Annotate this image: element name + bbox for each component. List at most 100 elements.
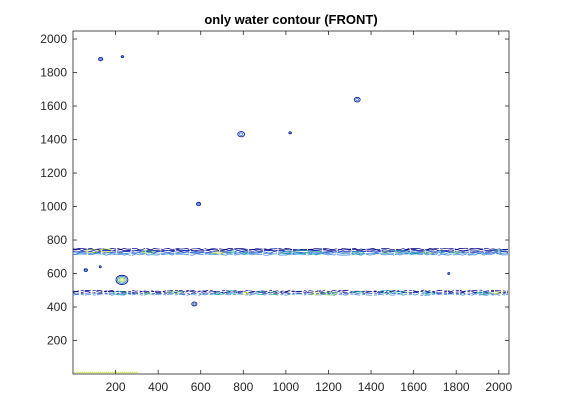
contour-spot <box>281 251 295 255</box>
contour-spot <box>168 291 184 294</box>
contour-spot <box>382 250 390 255</box>
contour-blob <box>191 301 198 307</box>
y-tick-label: 1000 <box>40 200 67 214</box>
contour-spot <box>438 250 446 253</box>
strip-segment <box>77 371 80 374</box>
bottom-contour-strip <box>73 371 138 374</box>
contour-ring <box>191 301 198 307</box>
contour-line <box>72 247 509 251</box>
contour-ring <box>120 55 125 59</box>
x-tick-label: 800 <box>233 380 253 394</box>
contour-spot <box>295 249 309 254</box>
contour-blob <box>98 265 102 269</box>
contour-ring <box>99 265 102 268</box>
contour-blob <box>115 274 129 285</box>
contour-spot <box>144 292 152 295</box>
strip-segment <box>75 371 78 374</box>
contour-spot <box>242 292 250 296</box>
contour-blob <box>237 131 245 138</box>
contour-spot <box>351 251 365 255</box>
contour-line <box>72 291 509 294</box>
contour-spot <box>242 251 250 255</box>
contour-spot <box>309 251 323 255</box>
x-tick-label: 1200 <box>315 380 342 394</box>
contour-spot <box>255 291 265 295</box>
y-axis: 200 400 600 800 1000 1200 1400 1600 1800 2000 <box>40 32 509 348</box>
contour-spot <box>141 250 155 254</box>
x-tick-label: 200 <box>106 380 126 394</box>
y-tick-label: 1600 <box>40 99 67 113</box>
strip-segment <box>99 371 102 374</box>
contour-ring <box>447 272 450 275</box>
contour-ring <box>83 268 88 272</box>
contour-spot <box>322 291 338 296</box>
strip-segment <box>101 371 104 374</box>
strip-segment <box>119 371 122 374</box>
contour-line <box>72 253 509 256</box>
contour-ring <box>239 132 244 136</box>
contour-blob <box>353 96 361 103</box>
strip-segment <box>95 371 98 374</box>
contour-ring <box>447 272 451 275</box>
contour-spot <box>212 292 224 295</box>
contour-band <box>72 289 509 296</box>
y-tick-label: 800 <box>47 233 67 247</box>
y-tick-label: 1200 <box>40 166 67 180</box>
x-tick-label: 2000 <box>485 380 512 394</box>
strip-segment <box>105 371 108 374</box>
strip-segment <box>107 371 110 374</box>
contour-ring <box>121 55 124 58</box>
contour-ring <box>289 131 292 134</box>
strip-segment <box>117 371 120 374</box>
strip-segment <box>73 371 76 374</box>
contour-spot <box>269 291 279 295</box>
contour-spot <box>393 250 407 253</box>
strip-segment <box>93 371 96 374</box>
contour-spot <box>493 249 503 252</box>
contour-ring <box>98 265 102 269</box>
contour-spot <box>379 290 393 294</box>
strip-segment <box>83 371 86 374</box>
contour-line <box>72 289 509 293</box>
contour-ring <box>353 96 361 103</box>
strip-segment <box>89 371 92 374</box>
contour-spot <box>450 251 462 254</box>
contour-spot <box>228 250 236 254</box>
strip-segment <box>129 371 132 374</box>
contour-blob <box>120 55 125 59</box>
contour-spot <box>227 290 237 294</box>
contour-spot <box>112 291 128 295</box>
contour-ring <box>288 131 292 135</box>
contour-band <box>72 247 509 256</box>
contour-ring <box>192 302 197 306</box>
strip-segment <box>135 371 138 374</box>
contour-blob <box>447 272 451 275</box>
contour-spot <box>311 291 321 296</box>
contour-line <box>72 248 508 252</box>
contour-blob <box>98 57 104 62</box>
contour-blob <box>288 131 292 135</box>
strip-segment <box>81 371 84 374</box>
contour-spot <box>476 291 492 295</box>
x-tick-label: 400 <box>148 380 168 394</box>
contour-ring <box>117 275 127 284</box>
contour-spot <box>85 249 99 253</box>
y-tick-label: 1400 <box>40 133 67 147</box>
contour-ring <box>197 202 201 206</box>
contour-spot <box>99 248 113 253</box>
strip-segment <box>133 371 136 374</box>
strip-segment <box>87 371 90 374</box>
contour-line <box>72 293 509 296</box>
contour-line <box>72 292 509 295</box>
x-tick-label: 1000 <box>273 380 300 394</box>
x-axis: 200 400 600 800 1000 1200 1400 1600 1800 2000 <box>106 31 512 394</box>
y-tick-label: 600 <box>47 267 67 281</box>
contour-ring <box>237 131 245 138</box>
y-tick-label: 2000 <box>40 32 67 46</box>
strip-segment <box>111 371 114 374</box>
strip-segment <box>79 371 82 374</box>
x-tick-label: 1600 <box>400 380 427 394</box>
contour-ring <box>355 98 360 102</box>
contour-spot <box>211 251 225 255</box>
